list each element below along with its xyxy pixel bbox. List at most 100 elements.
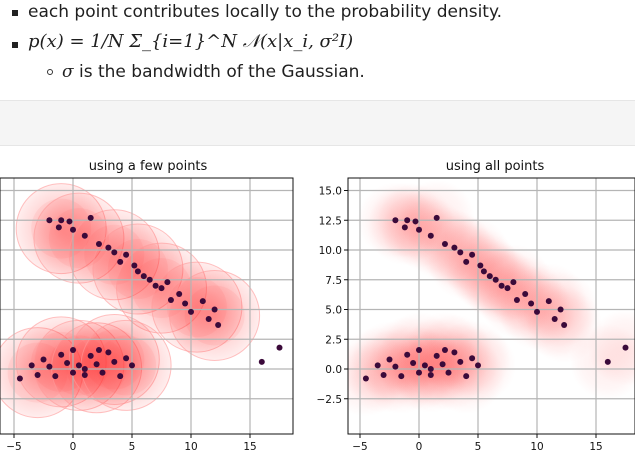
data-point: [427, 232, 434, 239]
density-formula: p(x) = 1/N Σ_{i=1}^N 𝒩(x|x_i, σ²I): [28, 31, 354, 52]
data-point: [182, 300, 189, 307]
data-point: [522, 291, 529, 298]
data-point: [416, 369, 422, 376]
data-point: [416, 226, 422, 233]
sigma-description: is the bandwidth of the Gaussian.: [73, 62, 365, 82]
data-point: [433, 352, 440, 359]
data-point: [70, 369, 76, 376]
data-point: [441, 241, 448, 248]
axis-ticks-right: −5 0 5 10 15 15.0 12.5 10.0 7.5 5.0 2.5 0.0 −2.5: [317, 186, 603, 450]
chart-title-all-points: using all points: [446, 159, 545, 174]
data-point: [46, 363, 53, 370]
sigma-symbol: σ: [62, 62, 74, 82]
data-point: [398, 373, 405, 380]
y-tick-label: 10.0: [319, 245, 342, 257]
data-point: [123, 355, 130, 362]
sub-bullet-marker: [47, 69, 53, 75]
data-point: [66, 218, 73, 225]
figure: using a few points using all points −5 0 5…: [0, 159, 635, 450]
bullet-marker: [12, 42, 18, 48]
density-core: [96, 335, 157, 396]
data-point: [457, 249, 464, 256]
data-point: [140, 273, 147, 280]
y-tick-label: 7.5: [325, 275, 342, 287]
data-point: [427, 371, 434, 378]
data-point: [475, 362, 481, 369]
data-point: [105, 349, 112, 356]
data-point: [404, 351, 411, 358]
data-point: [55, 224, 62, 231]
data-point: [439, 361, 446, 368]
data-point: [70, 346, 76, 353]
data-point: [81, 232, 88, 239]
data-point: [129, 362, 135, 369]
data-point: [117, 258, 124, 265]
x-tick-label: −5: [6, 441, 21, 450]
data-point: [52, 373, 59, 380]
data-point: [211, 306, 218, 313]
x-tick-label: 15: [589, 441, 602, 450]
data-point: [34, 371, 41, 378]
data-point: [386, 356, 393, 363]
notebook-cell-separator: [0, 100, 635, 146]
data-point: [87, 352, 94, 359]
y-tick-label: −2.5: [317, 394, 343, 406]
data-point: [215, 321, 222, 328]
data-point: [401, 224, 408, 231]
data-point: [111, 358, 118, 365]
data-point: [604, 358, 611, 365]
y-tick-label: 2.5: [325, 334, 342, 346]
data-point: [492, 276, 499, 283]
axis-ticks-left: −5 0 5 10 15: [6, 434, 257, 450]
data-point: [510, 279, 517, 286]
data-point: [534, 308, 540, 315]
density-core: [184, 285, 245, 346]
data-point: [486, 273, 493, 280]
data-point: [258, 358, 265, 365]
data-point: [131, 262, 138, 269]
data-point: [498, 282, 505, 289]
data-point: [392, 363, 399, 370]
data-point: [93, 361, 100, 368]
data-point: [380, 371, 387, 378]
x-tick-label: 5: [129, 441, 136, 450]
data-point: [105, 244, 112, 251]
x-tick-label: 0: [416, 441, 423, 450]
data-point: [81, 366, 88, 372]
density-blob: [169, 269, 261, 361]
data-point: [152, 282, 159, 289]
data-point: [28, 362, 35, 369]
x-tick-label: −5: [352, 441, 367, 450]
data-point: [504, 285, 511, 292]
data-point: [427, 366, 434, 372]
data-point: [441, 346, 448, 353]
data-point: [58, 351, 65, 358]
data-point: [551, 316, 558, 323]
data-point: [410, 360, 417, 367]
data-point: [188, 308, 194, 315]
data-point: [433, 214, 440, 221]
data-point: [469, 355, 476, 362]
data-point: [111, 249, 118, 256]
data-point: [457, 358, 464, 365]
data-point: [557, 306, 564, 313]
note-line-sigma: σ is the bandwidth of the Gaussian.: [62, 62, 365, 82]
data-point: [445, 369, 452, 376]
data-point: [392, 217, 399, 224]
axes-frame-right: [347, 177, 635, 435]
data-point: [374, 362, 381, 369]
data-point: [412, 218, 419, 225]
data-point: [46, 217, 53, 224]
x-tick-label: 10: [184, 441, 197, 450]
data-point: [421, 362, 428, 369]
data-point: [134, 268, 141, 275]
data-point: [205, 316, 212, 323]
data-point: [167, 296, 174, 303]
data-point: [58, 217, 65, 224]
data-point: [463, 373, 470, 380]
data-point: [463, 258, 470, 265]
data-point: [75, 362, 82, 369]
plot-area-few-points: [0, 178, 293, 434]
y-tick-label: 15.0: [319, 186, 342, 198]
x-tick-label: 10: [530, 441, 543, 450]
